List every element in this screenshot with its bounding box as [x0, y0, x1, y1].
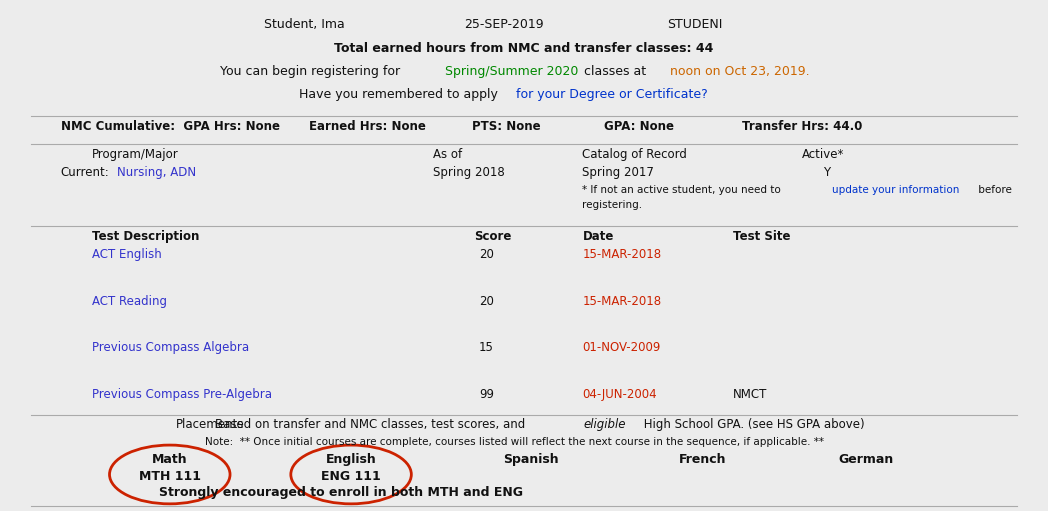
Text: for your Degree or Certificate?: for your Degree or Certificate? — [517, 88, 708, 101]
Text: ENG 111: ENG 111 — [321, 470, 381, 483]
Text: Y: Y — [823, 166, 830, 179]
Text: English: English — [326, 453, 376, 467]
Text: German: German — [838, 453, 893, 467]
Text: eligible: eligible — [583, 418, 626, 431]
Text: Student, Ima: Student, Ima — [264, 18, 345, 31]
Text: noon on Oct 23, 2019.: noon on Oct 23, 2019. — [671, 65, 810, 78]
Text: 15-MAR-2018: 15-MAR-2018 — [583, 294, 662, 308]
Text: Nursing, ADN: Nursing, ADN — [117, 166, 197, 179]
Text: Total earned hours from NMC and transfer classes: 44: Total earned hours from NMC and transfer… — [334, 42, 714, 55]
Text: PTS: None: PTS: None — [472, 120, 540, 133]
Text: High School GPA. (see HS GPA above): High School GPA. (see HS GPA above) — [640, 418, 865, 431]
Text: classes at: classes at — [581, 65, 651, 78]
Text: Program/Major: Program/Major — [92, 148, 179, 161]
Text: Score: Score — [474, 230, 511, 243]
Text: 04-JUN-2004: 04-JUN-2004 — [583, 387, 657, 401]
Text: Current:: Current: — [61, 166, 110, 179]
Text: Placements: Placements — [176, 418, 244, 431]
Text: update your information: update your information — [832, 185, 959, 195]
Text: 20: 20 — [479, 294, 494, 308]
Text: As of: As of — [433, 148, 462, 161]
Text: Spring 2018: Spring 2018 — [433, 166, 504, 179]
Text: before: before — [976, 185, 1012, 195]
Text: Previous Compass Algebra: Previous Compass Algebra — [92, 341, 249, 354]
Text: Test Description: Test Description — [92, 230, 199, 243]
Text: Strongly encouraged to enroll in both MTH and ENG: Strongly encouraged to enroll in both MT… — [159, 485, 523, 499]
Text: Test Site: Test Site — [733, 230, 790, 243]
Text: 15: 15 — [479, 341, 494, 354]
Text: * If not an active student, you need to: * If not an active student, you need to — [582, 185, 784, 195]
Text: Note:  ** Once initial courses are complete, courses listed will reflect the nex: Note: ** Once initial courses are comple… — [205, 436, 825, 447]
Text: Spanish: Spanish — [503, 453, 560, 467]
Text: 99: 99 — [479, 387, 494, 401]
Text: registering.: registering. — [582, 200, 641, 210]
Text: 15-MAR-2018: 15-MAR-2018 — [583, 248, 662, 261]
Text: Catalog of Record: Catalog of Record — [582, 148, 686, 161]
Text: Based on transfer and NMC classes, test scores, and: Based on transfer and NMC classes, test … — [215, 418, 529, 431]
Text: NMC Cumulative:  GPA Hrs: None: NMC Cumulative: GPA Hrs: None — [61, 120, 280, 133]
Text: MTH 111: MTH 111 — [138, 470, 201, 483]
Text: 20: 20 — [479, 248, 494, 261]
Text: Date: Date — [583, 230, 614, 243]
Text: NMCT: NMCT — [733, 387, 767, 401]
Text: Have you remembered to apply: Have you remembered to apply — [299, 88, 502, 101]
Text: French: French — [678, 453, 726, 467]
Text: ACT Reading: ACT Reading — [92, 294, 168, 308]
Text: ACT English: ACT English — [92, 248, 162, 261]
Text: Math: Math — [152, 453, 188, 467]
Text: Earned Hrs: None: Earned Hrs: None — [309, 120, 427, 133]
Text: 25-SEP-2019: 25-SEP-2019 — [464, 18, 544, 31]
Text: GPA: None: GPA: None — [604, 120, 674, 133]
Text: You can begin registering for: You can begin registering for — [220, 65, 405, 78]
Text: Spring/Summer 2020: Spring/Summer 2020 — [445, 65, 578, 78]
Text: STUDENI: STUDENI — [668, 18, 723, 31]
Text: Previous Compass Pre-Algebra: Previous Compass Pre-Algebra — [92, 387, 272, 401]
Text: Transfer Hrs: 44.0: Transfer Hrs: 44.0 — [742, 120, 863, 133]
Text: Spring 2017: Spring 2017 — [582, 166, 654, 179]
Text: Active*: Active* — [802, 148, 844, 161]
Text: 01-NOV-2009: 01-NOV-2009 — [583, 341, 661, 354]
